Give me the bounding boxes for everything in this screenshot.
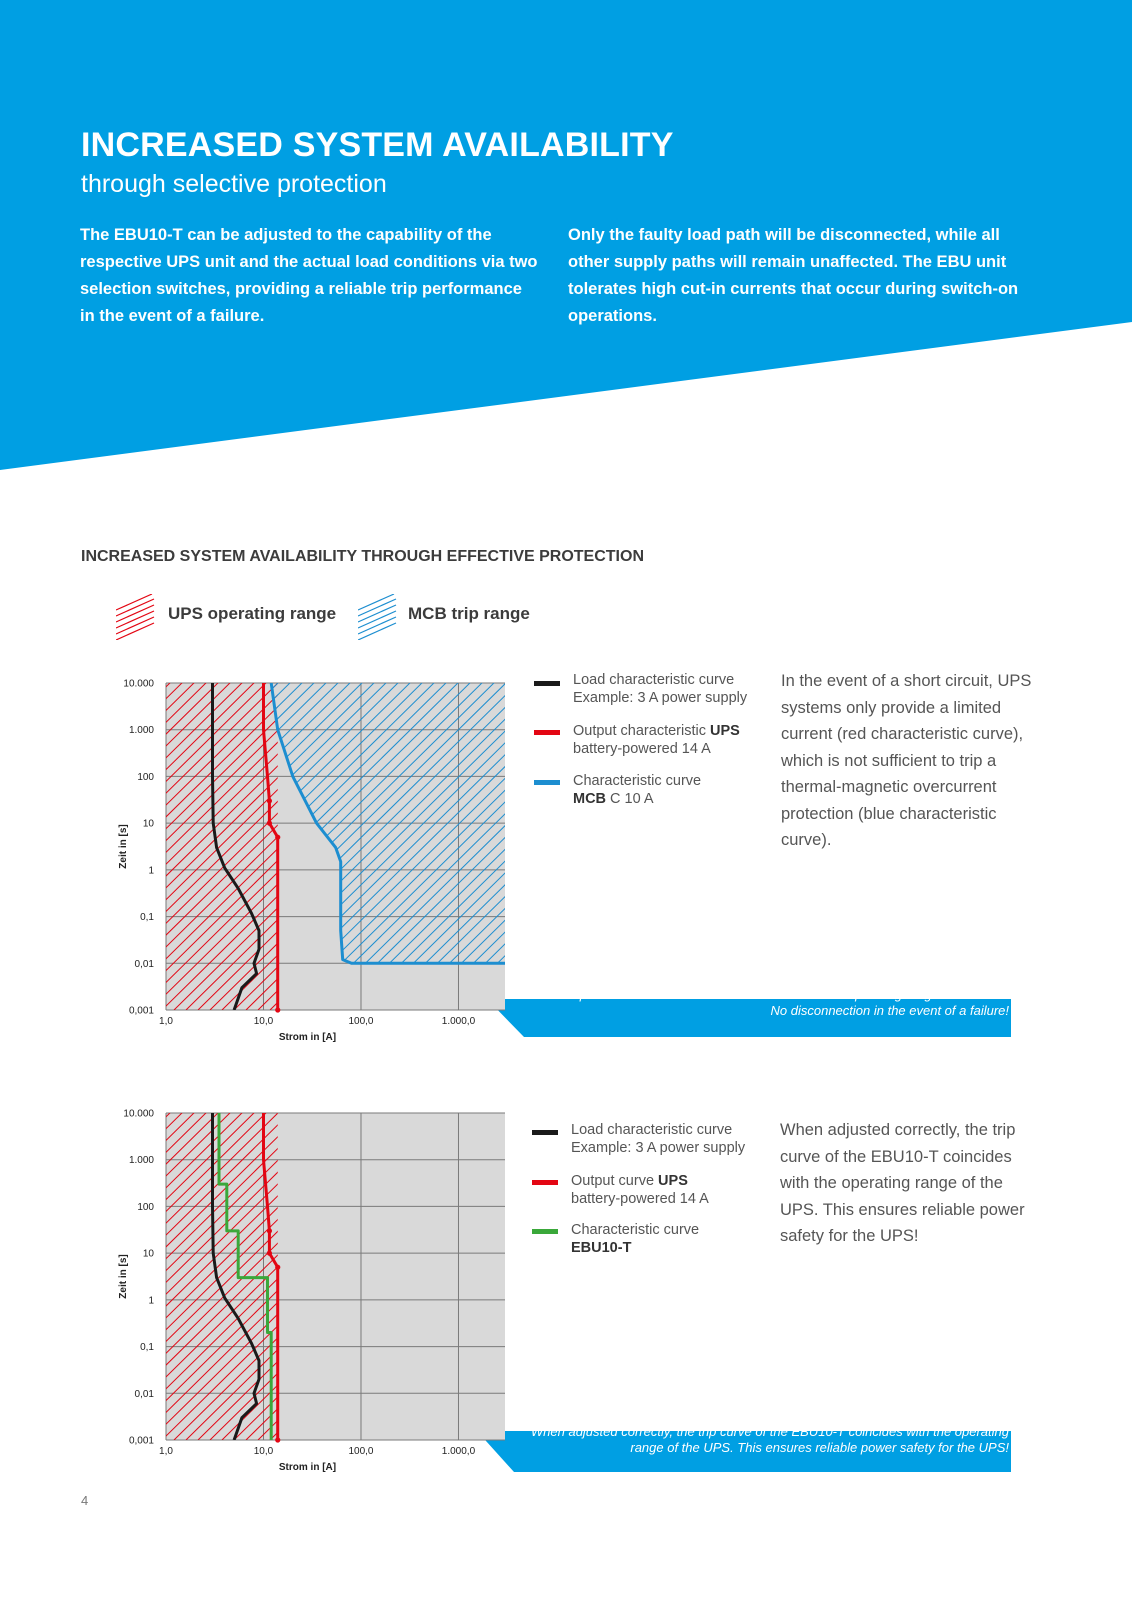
ups-range-label: UPS operating range <box>168 604 337 623</box>
page-subtitle: through selective protection <box>81 170 387 198</box>
y-axis-label: Zeit in [s] <box>118 824 129 868</box>
intro-left: The EBU10-T can be adjusted to the capab… <box>80 226 538 325</box>
section-title: INCREASED SYSTEM AVAILABILITY THROUGH EF… <box>81 548 644 565</box>
series-black-line <box>211 1113 261 1440</box>
y-tick-label: 10.000 <box>123 1109 154 1120</box>
y-tick-label: 1.000 <box>129 725 154 736</box>
y-tick-label: 1 <box>148 1295 154 1306</box>
legend-ups-bold: UPS <box>710 723 740 739</box>
series-red-point <box>275 1437 281 1443</box>
x-tick-label: 1,0 <box>159 1016 173 1027</box>
series-red-point <box>275 1264 281 1270</box>
legend2-swatch-ups <box>532 1180 558 1185</box>
chart-2: 10.000 1.000 100 10 1 0,1 0,01 0,001 1,0 10,0 100,… <box>118 1109 505 1473</box>
y-axis-label: Zeit in [s] <box>118 1254 129 1298</box>
y-tick-label: 10 <box>143 1249 155 1260</box>
x-tick-label: 1.000,0 <box>442 1016 476 1027</box>
y-tick-label: 100 <box>137 772 154 783</box>
x-tick-label: 100,0 <box>348 1016 373 1027</box>
x-tick-label: 10,0 <box>254 1446 274 1457</box>
x-axis-label: Strom in [A] <box>279 1032 336 1043</box>
legend2-load-l2: Example: 3 A power supply <box>571 1140 746 1156</box>
page-number: 4 <box>81 1493 89 1508</box>
x-tick-label: 100,0 <box>348 1446 373 1457</box>
series-black-line <box>211 683 261 1010</box>
legend-mcb-rest: C 10 A <box>606 791 654 807</box>
y-tick-label: 0,01 <box>135 1389 155 1400</box>
series-green-line <box>217 1113 273 1440</box>
ups-range-hatch <box>166 683 278 1010</box>
series-blue-line <box>269 683 505 965</box>
legend2-swatch-load <box>532 1130 558 1135</box>
x-axis-label: Strom in [A] <box>279 1462 336 1473</box>
legend-swatch-load <box>534 681 560 686</box>
legend2-swatch-ebu <box>532 1229 558 1234</box>
legend-swatch-ups <box>534 730 560 735</box>
hero-background <box>0 0 1132 470</box>
legend2-ebu-l1: Characteristic curve <box>571 1222 700 1238</box>
series-red-point <box>275 1007 281 1013</box>
legend2-ebu-bold: EBU10-T <box>571 1240 632 1256</box>
y-tick-label: 1 <box>148 865 154 876</box>
x-tick-label: 1.000,0 <box>442 1446 476 1457</box>
legend2-load-l1: Load characteristic curve <box>571 1122 733 1138</box>
legend2-ups-l2: battery-powered 14 A <box>571 1191 709 1207</box>
legend2-ups-bold: UPS <box>658 1173 688 1189</box>
legend2-ups-l1: Output curve <box>571 1173 659 1189</box>
ups-range-hatch <box>166 1113 278 1440</box>
y-tick-label: 10.000 <box>123 679 154 690</box>
series-red-point <box>266 820 273 826</box>
y-tick-label: 0,001 <box>129 1006 154 1017</box>
legend-mcb-bold: MCB <box>573 791 607 807</box>
legend-mcb-l1: Characteristic curve <box>573 773 702 789</box>
x-tick-label: 10,0 <box>254 1016 274 1027</box>
y-tick-label: 10 <box>143 819 155 830</box>
banner-2-line2: range of the UPS. This ensures reliable … <box>630 1440 1009 1455</box>
mcb-range-label: MCB trip range <box>408 604 530 623</box>
ups-range-hatch-icon <box>116 594 155 640</box>
y-tick-label: 1.000 <box>129 1155 154 1166</box>
y-tick-label: 0,001 <box>129 1436 154 1447</box>
legend-swatch-mcb <box>534 780 560 785</box>
y-tick-label: 100 <box>137 1202 154 1213</box>
intro-right: Only the faulty load path will be discon… <box>568 226 1019 325</box>
chart2-description: When adjusted correctly, the trip curve … <box>780 1121 1025 1245</box>
banner-2-line1: When adjusted correctly, the trip curve … <box>530 1424 1009 1439</box>
y-tick-label: 0,01 <box>135 959 155 970</box>
chart-1: 10.000 1.000 100 10 1 0,1 0,01 0,001 1,0 10,0 100,… <box>118 679 505 1043</box>
legend-load-l1: Load characteristic curve <box>573 672 735 688</box>
series-red-point <box>266 798 273 804</box>
banner-1-line2: No disconnection in the event of a failu… <box>770 1003 1009 1018</box>
y-tick-label: 0,1 <box>140 912 154 923</box>
chart1-description: In the event of a short circuit, UPS sys… <box>781 672 1032 849</box>
y-tick-label: 0,1 <box>140 1342 154 1353</box>
page-title: INCREASED SYSTEM AVAILABILITY <box>81 126 674 164</box>
series-red-point <box>275 834 281 840</box>
legend-ups-l1: Output characteristic <box>573 723 710 739</box>
legend-load-l2: Example: 3 A power supply <box>573 690 748 706</box>
mcb-range-hatch-icon <box>358 594 397 640</box>
legend-ups-l2: battery-powered 14 A <box>573 741 711 757</box>
banner-1-line1: The trip curve of the MCB does not coinc… <box>542 987 1009 1002</box>
series-red-point <box>266 1228 273 1234</box>
series-red-point <box>266 1250 273 1256</box>
x-tick-label: 1,0 <box>159 1446 173 1457</box>
